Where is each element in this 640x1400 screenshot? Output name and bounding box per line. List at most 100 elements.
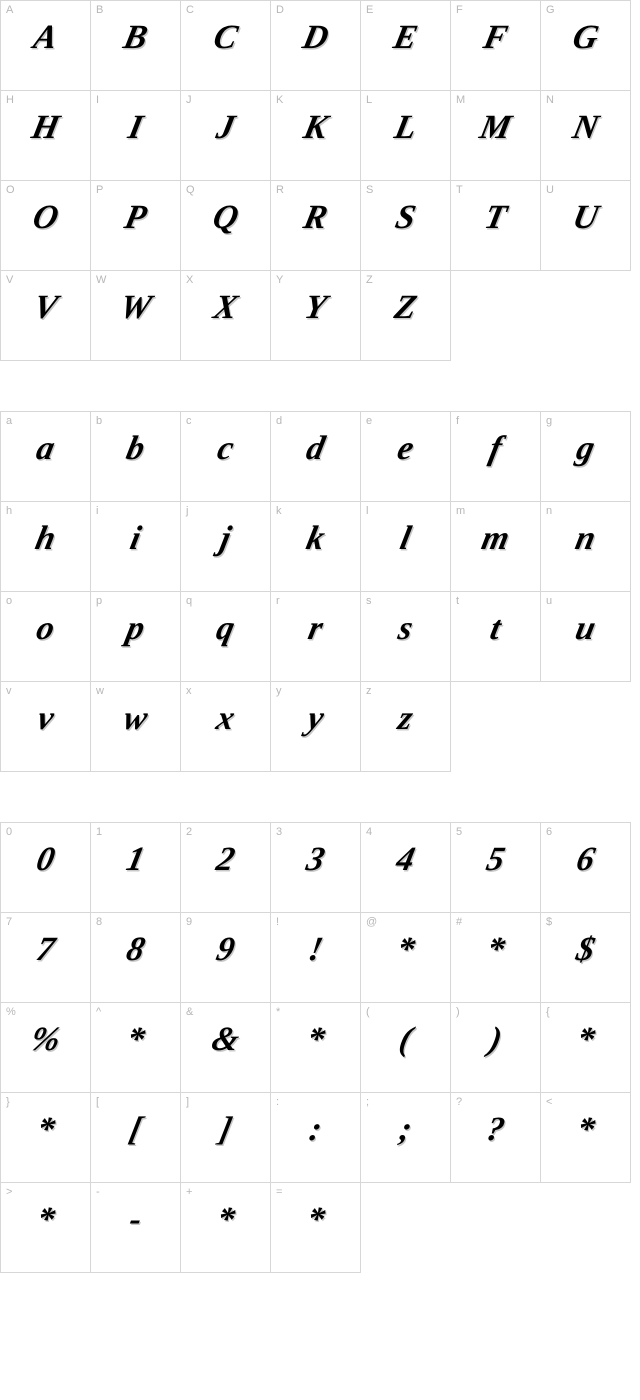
glyph-cell[interactable]: nn bbox=[541, 502, 631, 592]
cell-glyph: F bbox=[447, 21, 543, 55]
glyph-cell[interactable]: ff bbox=[451, 412, 541, 502]
cell-label: u bbox=[546, 595, 552, 607]
glyph-cell[interactable]: rr bbox=[271, 592, 361, 682]
glyph-cell[interactable]: BB bbox=[91, 1, 181, 91]
glyph-cell[interactable]: #* bbox=[451, 913, 541, 1003]
glyph-cell[interactable]: RR bbox=[271, 181, 361, 271]
empty-cell bbox=[541, 1183, 631, 1273]
glyph-cell[interactable]: KK bbox=[271, 91, 361, 181]
glyph-cell[interactable]: 88 bbox=[91, 913, 181, 1003]
glyph-cell[interactable]: ZZ bbox=[361, 271, 451, 361]
glyph-cell[interactable]: UU bbox=[541, 181, 631, 271]
glyph-cell[interactable]: ?? bbox=[451, 1093, 541, 1183]
glyph-cell[interactable]: <* bbox=[541, 1093, 631, 1183]
glyph-cell[interactable]: EE bbox=[361, 1, 451, 91]
glyph-cell[interactable]: :: bbox=[271, 1093, 361, 1183]
cell-glyph: d bbox=[267, 432, 363, 466]
glyph-cell[interactable]: yy bbox=[271, 682, 361, 772]
glyph-cell[interactable]: @* bbox=[361, 913, 451, 1003]
glyph-cell[interactable]: %% bbox=[1, 1003, 91, 1093]
glyph-cell[interactable]: OO bbox=[1, 181, 91, 271]
glyph-cell[interactable]: +* bbox=[181, 1183, 271, 1273]
glyph-cell[interactable]: cc bbox=[181, 412, 271, 502]
glyph-cell[interactable]: uu bbox=[541, 592, 631, 682]
glyph-cell[interactable]: bb bbox=[91, 412, 181, 502]
glyph-cell[interactable]: PP bbox=[91, 181, 181, 271]
cell-label: 8 bbox=[96, 916, 102, 928]
glyph-cell[interactable]: MM bbox=[451, 91, 541, 181]
glyph-cell[interactable]: AA bbox=[1, 1, 91, 91]
glyph-cell[interactable]: 77 bbox=[1, 913, 91, 1003]
glyph-cell[interactable]: oo bbox=[1, 592, 91, 682]
glyph-cell[interactable]: $$ bbox=[541, 913, 631, 1003]
cell-glyph: 1 bbox=[87, 843, 183, 877]
cell-label: I bbox=[96, 94, 99, 106]
glyph-cell[interactable]: 55 bbox=[451, 823, 541, 913]
glyph-cell[interactable]: ss bbox=[361, 592, 451, 682]
glyph-cell[interactable]: (( bbox=[361, 1003, 451, 1093]
glyph-cell[interactable]: 00 bbox=[1, 823, 91, 913]
cell-glyph: I bbox=[87, 111, 183, 145]
glyph-cell[interactable]: ** bbox=[271, 1003, 361, 1093]
glyph-cell[interactable]: !! bbox=[271, 913, 361, 1003]
glyph-cell[interactable]: 11 bbox=[91, 823, 181, 913]
cell-label: b bbox=[96, 415, 102, 427]
glyph-cell[interactable]: JJ bbox=[181, 91, 271, 181]
glyph-cell[interactable]: aa bbox=[1, 412, 91, 502]
glyph-cell[interactable]: 33 bbox=[271, 823, 361, 913]
glyph-cell[interactable]: 99 bbox=[181, 913, 271, 1003]
glyph-cell[interactable]: pp bbox=[91, 592, 181, 682]
glyph-cell[interactable]: FF bbox=[451, 1, 541, 91]
glyph-cell[interactable]: dd bbox=[271, 412, 361, 502]
glyph-cell[interactable]: vv bbox=[1, 682, 91, 772]
glyph-cell[interactable]: =* bbox=[271, 1183, 361, 1273]
glyph-cell[interactable]: ii bbox=[91, 502, 181, 592]
glyph-cell[interactable]: VV bbox=[1, 271, 91, 361]
glyph-cell[interactable]: 22 bbox=[181, 823, 271, 913]
glyph-cell[interactable]: ]] bbox=[181, 1093, 271, 1183]
glyph-cell[interactable]: TT bbox=[451, 181, 541, 271]
cell-label: d bbox=[276, 415, 282, 427]
cell-glyph: t bbox=[447, 612, 543, 646]
glyph-cell[interactable]: -- bbox=[91, 1183, 181, 1273]
glyph-cell[interactable]: && bbox=[181, 1003, 271, 1093]
glyph-cell[interactable]: xx bbox=[181, 682, 271, 772]
glyph-cell[interactable]: )) bbox=[451, 1003, 541, 1093]
glyph-cell[interactable]: hh bbox=[1, 502, 91, 592]
glyph-cell[interactable]: jj bbox=[181, 502, 271, 592]
glyph-cell[interactable]: LL bbox=[361, 91, 451, 181]
glyph-cell[interactable]: ww bbox=[91, 682, 181, 772]
glyph-cell[interactable]: zz bbox=[361, 682, 451, 772]
glyph-cell[interactable]: WW bbox=[91, 271, 181, 361]
glyph-cell[interactable]: qq bbox=[181, 592, 271, 682]
glyph-cell[interactable]: ;; bbox=[361, 1093, 451, 1183]
glyph-cell[interactable]: QQ bbox=[181, 181, 271, 271]
glyph-cell[interactable]: NN bbox=[541, 91, 631, 181]
glyph-cell[interactable]: {* bbox=[541, 1003, 631, 1093]
glyph-cell[interactable]: 44 bbox=[361, 823, 451, 913]
cell-glyph: z bbox=[357, 702, 453, 736]
glyph-cell[interactable]: kk bbox=[271, 502, 361, 592]
cell-label: ^ bbox=[96, 1006, 101, 1018]
glyph-cell[interactable]: YY bbox=[271, 271, 361, 361]
cell-glyph: ! bbox=[267, 933, 363, 967]
glyph-cell[interactable]: HH bbox=[1, 91, 91, 181]
glyph-cell[interactable]: II bbox=[91, 91, 181, 181]
glyph-cell[interactable]: SS bbox=[361, 181, 451, 271]
glyph-cell[interactable]: CC bbox=[181, 1, 271, 91]
glyph-cell[interactable]: 66 bbox=[541, 823, 631, 913]
glyph-cell[interactable]: DD bbox=[271, 1, 361, 91]
glyph-cell[interactable]: GG bbox=[541, 1, 631, 91]
glyph-cell[interactable]: ll bbox=[361, 502, 451, 592]
glyph-cell[interactable]: }* bbox=[1, 1093, 91, 1183]
glyph-cell[interactable]: ee bbox=[361, 412, 451, 502]
glyph-cell[interactable]: mm bbox=[451, 502, 541, 592]
cell-glyph: l bbox=[357, 522, 453, 556]
cell-label: s bbox=[366, 595, 372, 607]
glyph-cell[interactable]: >* bbox=[1, 1183, 91, 1273]
glyph-cell[interactable]: tt bbox=[451, 592, 541, 682]
glyph-cell[interactable]: gg bbox=[541, 412, 631, 502]
glyph-cell[interactable]: [[ bbox=[91, 1093, 181, 1183]
glyph-cell[interactable]: ^* bbox=[91, 1003, 181, 1093]
glyph-cell[interactable]: XX bbox=[181, 271, 271, 361]
